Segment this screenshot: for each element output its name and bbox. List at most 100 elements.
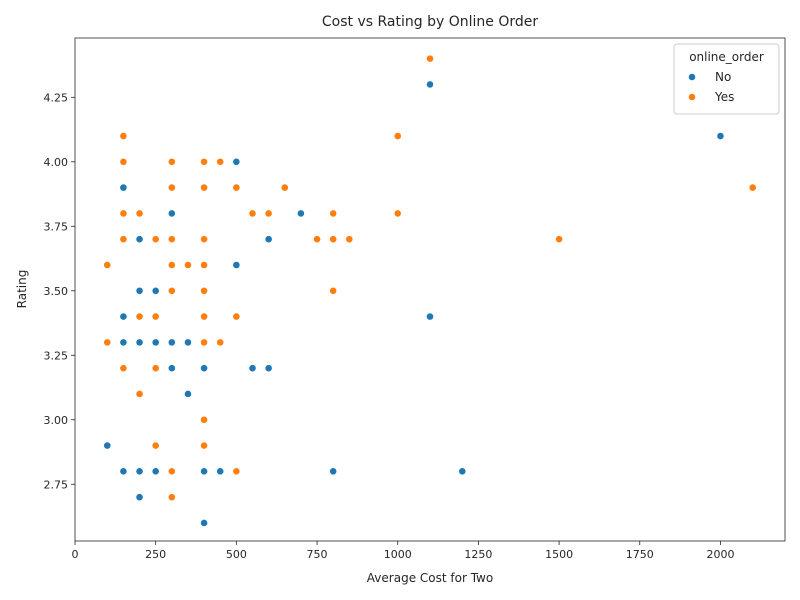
series-yes bbox=[103, 54, 757, 502]
legend-label-yes: Yes bbox=[714, 90, 734, 104]
x-tick-label: 0 bbox=[72, 548, 79, 561]
legend-title: online_order bbox=[689, 50, 764, 64]
y-tick-label: 3.25 bbox=[44, 349, 69, 362]
data-point-yes bbox=[393, 209, 402, 218]
data-point-yes bbox=[200, 235, 208, 244]
data-point-no bbox=[200, 519, 208, 527]
data-point-yes bbox=[200, 441, 208, 450]
data-point-no bbox=[458, 467, 467, 476]
x-tick-label: 500 bbox=[226, 548, 247, 561]
data-point-yes bbox=[232, 183, 241, 192]
data-point-no bbox=[426, 80, 434, 89]
data-point-yes bbox=[167, 261, 176, 269]
data-point-no bbox=[135, 235, 144, 244]
data-point-yes bbox=[167, 493, 176, 502]
data-point-yes bbox=[248, 209, 257, 218]
data-point-no bbox=[119, 467, 128, 476]
data-point-no bbox=[716, 132, 725, 140]
data-point-yes bbox=[103, 338, 112, 347]
legend-marker-yes bbox=[688, 93, 696, 101]
data-point-yes bbox=[345, 235, 354, 244]
x-tick-label: 2000 bbox=[706, 548, 734, 561]
axes-frame bbox=[74, 37, 786, 542]
x-tick-label: 250 bbox=[145, 548, 166, 561]
data-point-yes bbox=[200, 312, 208, 321]
data-point-yes bbox=[200, 261, 208, 269]
data-point-yes bbox=[426, 54, 434, 63]
x-tick-label: 1250 bbox=[464, 548, 492, 561]
data-point-yes bbox=[280, 183, 289, 192]
data-point-yes bbox=[151, 312, 160, 321]
data-point-yes bbox=[555, 235, 563, 244]
data-point-no bbox=[119, 183, 128, 192]
data-point-yes bbox=[119, 132, 128, 140]
y-tick-label: 4.00 bbox=[44, 156, 69, 169]
data-point-no bbox=[184, 390, 192, 398]
data-point-yes bbox=[119, 209, 128, 218]
data-point-yes bbox=[200, 415, 208, 424]
data-point-yes bbox=[167, 157, 176, 166]
data-point-yes bbox=[200, 157, 208, 166]
data-point-yes bbox=[200, 183, 208, 192]
plot-area: 0 250 500 750 1000 1250 1500 1750 2000 2.75 3.00 3.… bbox=[44, 37, 786, 561]
legend: online_order No Yes bbox=[673, 43, 780, 115]
x-tick-label: 1750 bbox=[626, 548, 654, 561]
data-point-no bbox=[264, 364, 273, 373]
legend-marker-no bbox=[688, 73, 696, 81]
series-no bbox=[103, 80, 725, 527]
x-tick-label: 1000 bbox=[384, 548, 412, 561]
data-point-yes bbox=[119, 364, 128, 373]
data-point-no bbox=[135, 493, 144, 502]
data-point-no bbox=[167, 338, 176, 347]
data-point-no bbox=[297, 209, 305, 218]
data-point-yes bbox=[167, 286, 176, 295]
data-point-yes bbox=[151, 235, 160, 244]
data-point-yes bbox=[200, 338, 208, 347]
data-point-yes bbox=[151, 441, 160, 450]
data-point-no bbox=[151, 286, 160, 295]
data-point-yes bbox=[167, 235, 176, 244]
y-tick-label: 3.50 bbox=[44, 285, 69, 298]
data-point-yes bbox=[119, 235, 128, 244]
data-point-yes bbox=[216, 157, 225, 166]
data-point-yes bbox=[119, 157, 128, 166]
y-tick-label: 3.00 bbox=[44, 414, 69, 427]
x-axis-title: Average Cost for Two bbox=[367, 571, 493, 585]
data-point-yes bbox=[393, 132, 402, 140]
data-point-no bbox=[135, 338, 144, 347]
data-point-yes bbox=[216, 338, 225, 347]
x-tick-label: 750 bbox=[307, 548, 328, 561]
data-point-no bbox=[167, 364, 176, 373]
data-point-no bbox=[151, 338, 160, 347]
data-point-no bbox=[135, 286, 144, 295]
data-point-no bbox=[232, 261, 241, 269]
data-point-no bbox=[151, 467, 160, 476]
data-point-no bbox=[167, 209, 176, 218]
data-point-no bbox=[200, 467, 208, 476]
data-point-yes bbox=[232, 312, 241, 321]
data-point-no bbox=[103, 441, 112, 450]
chart-title: Cost vs Rating by Online Order bbox=[322, 14, 538, 30]
data-point-yes bbox=[329, 286, 338, 295]
data-point-yes bbox=[151, 364, 160, 373]
y-tick-label: 2.75 bbox=[44, 478, 69, 491]
data-point-yes bbox=[184, 261, 192, 269]
data-point-yes bbox=[167, 183, 176, 192]
data-point-yes bbox=[200, 286, 208, 295]
data-point-yes bbox=[313, 235, 321, 244]
y-tick-label: 3.75 bbox=[44, 220, 69, 233]
data-point-no bbox=[184, 338, 192, 347]
x-tick-label: 1500 bbox=[545, 548, 573, 561]
data-point-no bbox=[426, 312, 434, 321]
data-point-yes bbox=[329, 209, 338, 218]
data-point-yes bbox=[135, 390, 144, 398]
data-point-no bbox=[232, 157, 241, 166]
data-point-no bbox=[264, 235, 273, 244]
data-point-yes bbox=[135, 312, 144, 321]
data-point-no bbox=[248, 364, 257, 373]
data-point-no bbox=[119, 338, 128, 347]
data-point-yes bbox=[264, 209, 273, 218]
legend-label-no: No bbox=[715, 70, 731, 84]
